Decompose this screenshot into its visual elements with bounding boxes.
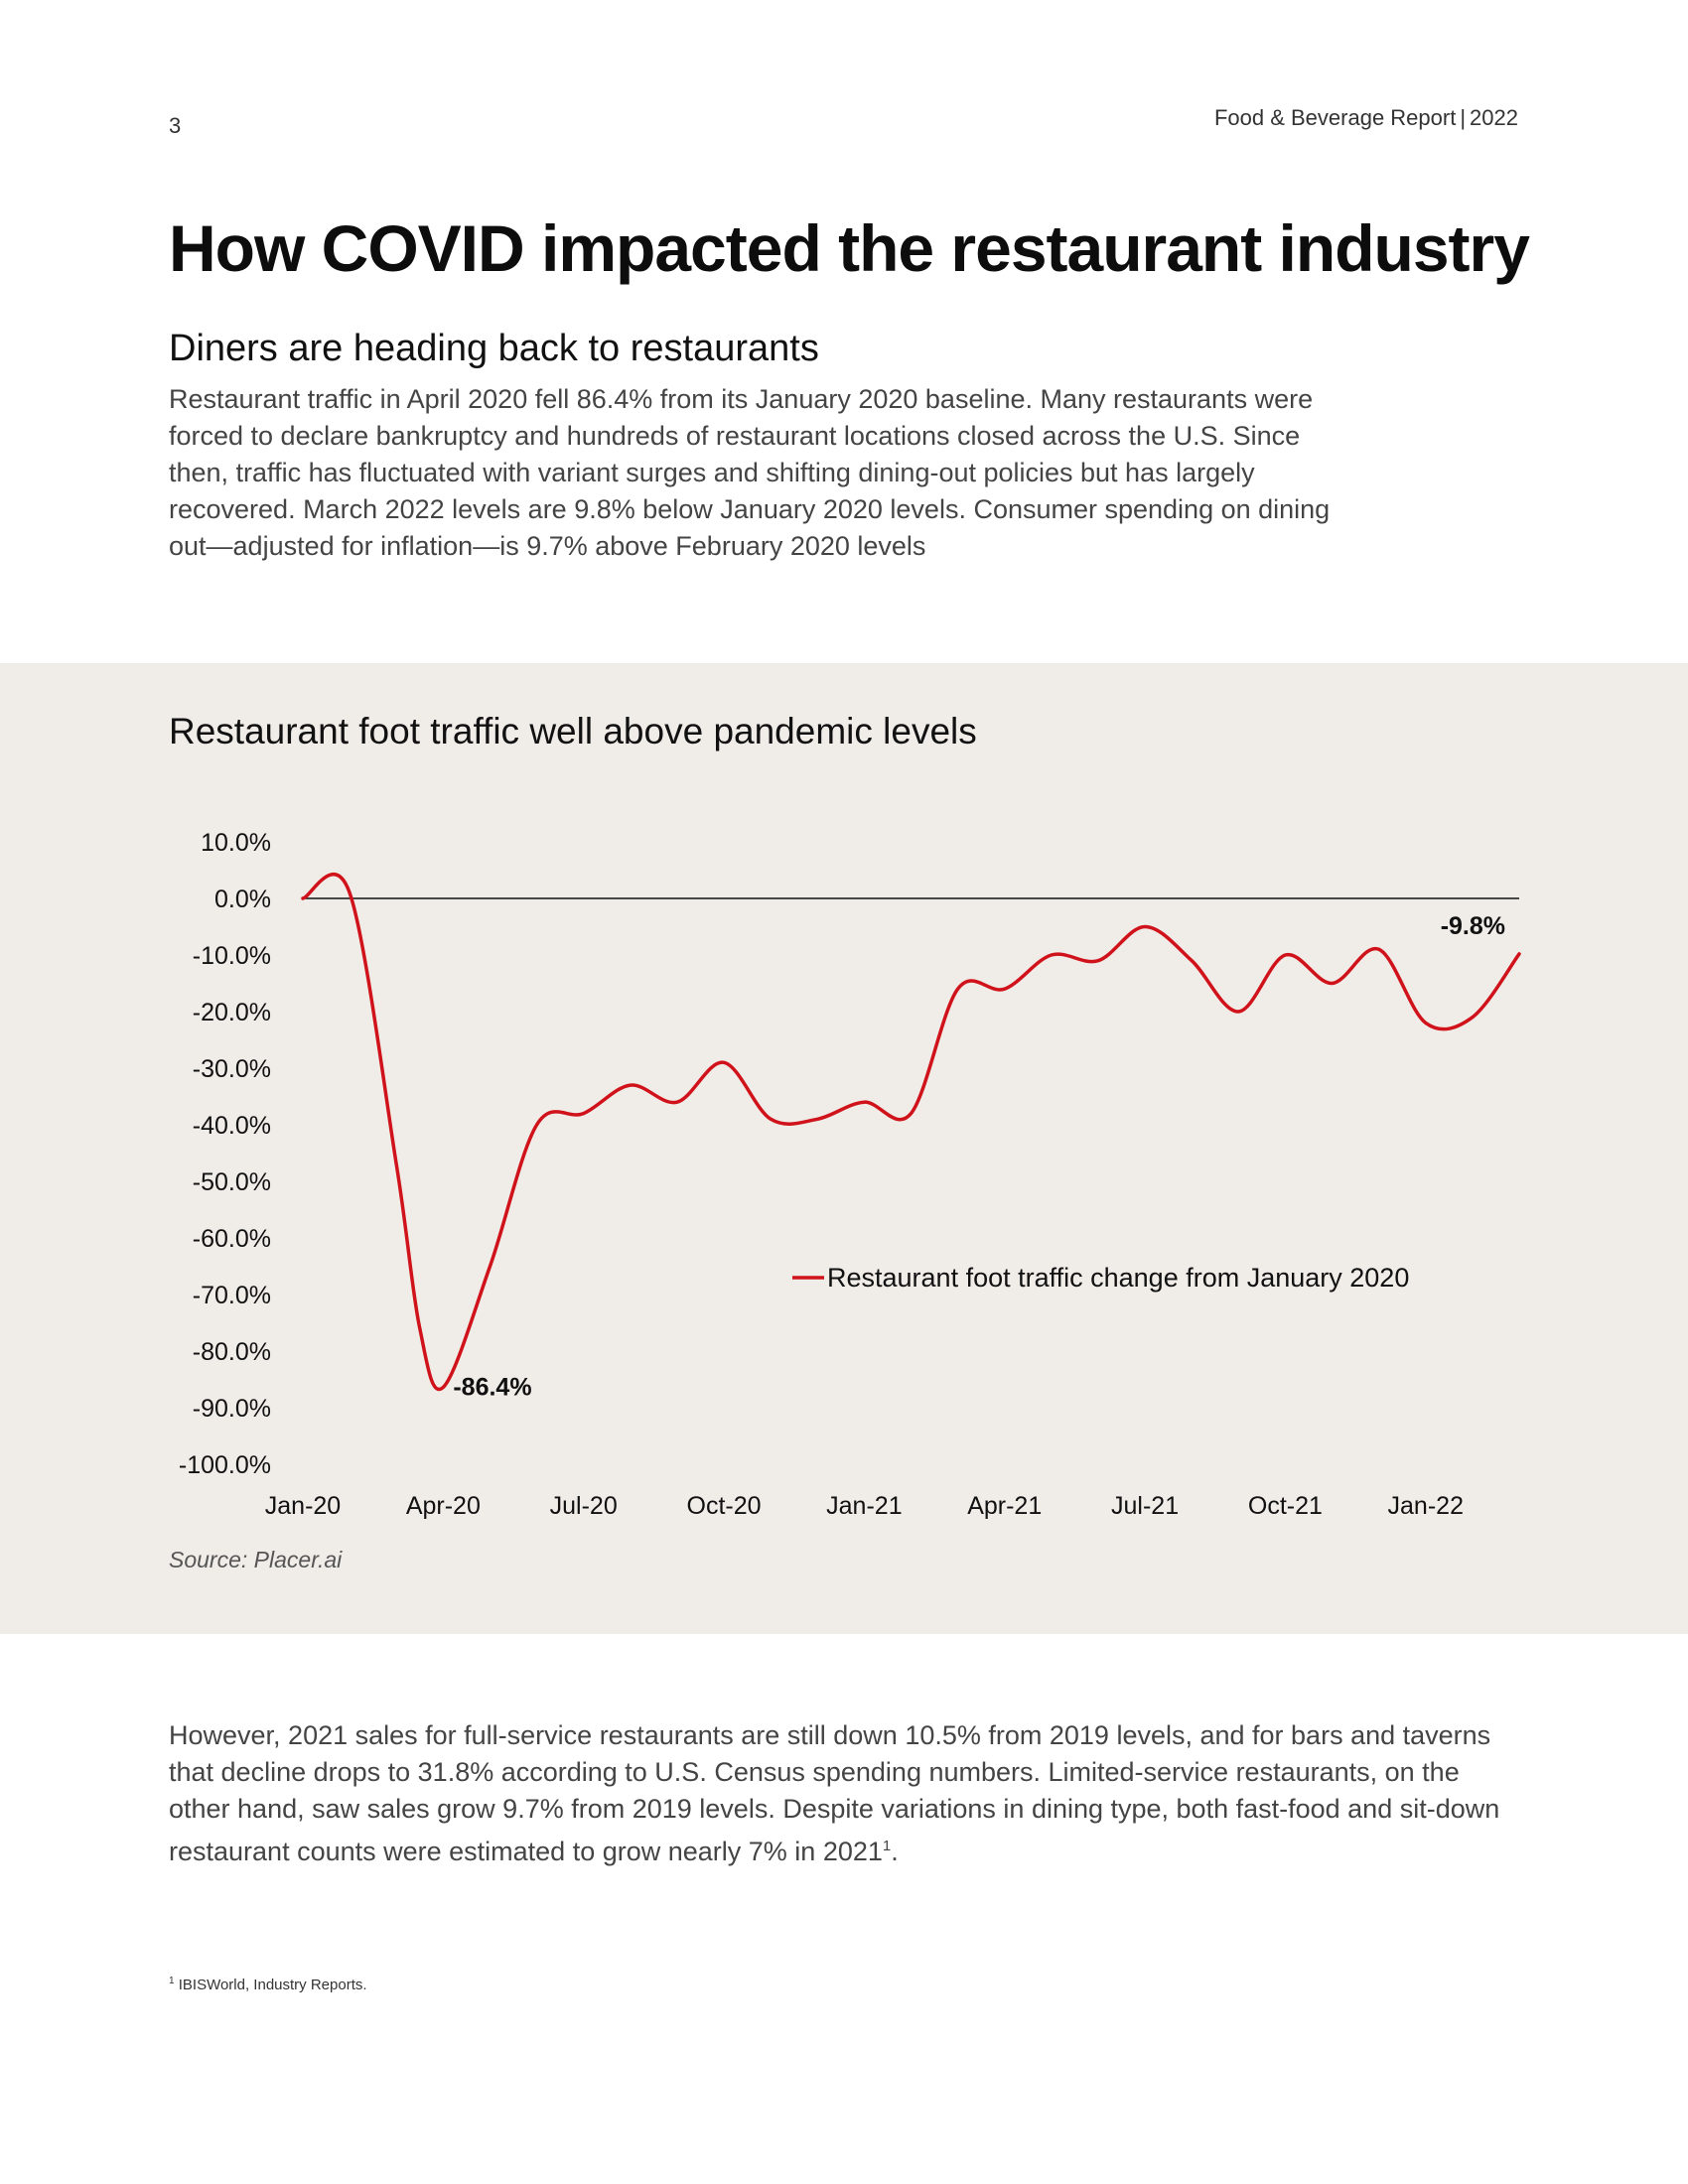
chart-title: Restaurant foot traffic well above pande… (169, 711, 977, 751)
annotation-trough: -86.4% (453, 1373, 531, 1401)
page-number: 3 (169, 113, 182, 138)
x-tick-label: Jul-21 (1111, 1492, 1179, 1520)
report-name: Food & Beverage Report (1213, 105, 1457, 130)
y-tick-label: -70.0% (193, 1282, 271, 1309)
footnote-marker: 1 (169, 1976, 175, 1986)
y-tick-label: -100.0% (179, 1451, 271, 1479)
y-tick-label: -20.0% (193, 999, 271, 1026)
annotation-latest: -9.8% (1441, 912, 1505, 940)
y-tick-label: -50.0% (193, 1168, 271, 1196)
section-heading: Diners are heading back to restaurants (169, 328, 819, 369)
intro-paragraph: Restaurant traffic in April 2020 fell 86… (169, 384, 1331, 561)
header-separator: | (1460, 105, 1467, 130)
y-tick-label: -10.0% (193, 942, 271, 970)
footnote-reference: 1 (882, 1838, 892, 1854)
series-line (301, 873, 1521, 1392)
x-tick-label: Jan-21 (826, 1492, 902, 1520)
closing-paragraph-end: . (891, 1837, 899, 1866)
report-header: Food & Beverage Report | 2022 (1214, 105, 1518, 131)
x-tick-label: Jul-20 (550, 1492, 618, 1520)
y-tick-label: -30.0% (193, 1055, 271, 1083)
footnote-text: IBISWorld, Industry Reports. (174, 1977, 367, 1993)
x-tick-label: Apr-21 (967, 1492, 1042, 1520)
closing-paragraph-text: However, 2021 sales for full-service res… (169, 1720, 1500, 1866)
y-tick-label: -80.0% (193, 1338, 271, 1366)
x-tick-label: Oct-21 (1248, 1492, 1323, 1520)
x-tick-label: Apr-20 (406, 1492, 481, 1520)
footnote: 1 IBISWorld, Industry Reports. (169, 1976, 367, 1993)
y-tick-label: 0.0% (214, 886, 271, 913)
chart-source: Source: Placer.ai (169, 1547, 343, 1572)
foot-traffic-chart: 10.0% 0.0% -10.0% -20.0% -30.0% -40.0% -50.0% -… (179, 829, 1521, 1520)
x-tick-label: Oct-20 (687, 1492, 762, 1520)
legend-label: Restaurant foot traffic change from Janu… (827, 1263, 1409, 1293)
y-tick-label: -60.0% (193, 1225, 271, 1253)
page-title: How COVID impacted the restaurant indust… (169, 211, 1530, 285)
x-tick-label: Jan-22 (1388, 1492, 1464, 1520)
x-tick-label: Jan-20 (265, 1492, 341, 1520)
chart-panel: Restaurant foot traffic well above pande… (0, 663, 1688, 1634)
y-tick-label: -90.0% (193, 1395, 271, 1423)
report-year: 2022 (1470, 105, 1518, 130)
y-tick-label: 10.0% (201, 829, 271, 857)
closing-paragraph: However, 2021 sales for full-service res… (169, 1717, 1519, 1870)
y-tick-label: -40.0% (193, 1112, 271, 1140)
